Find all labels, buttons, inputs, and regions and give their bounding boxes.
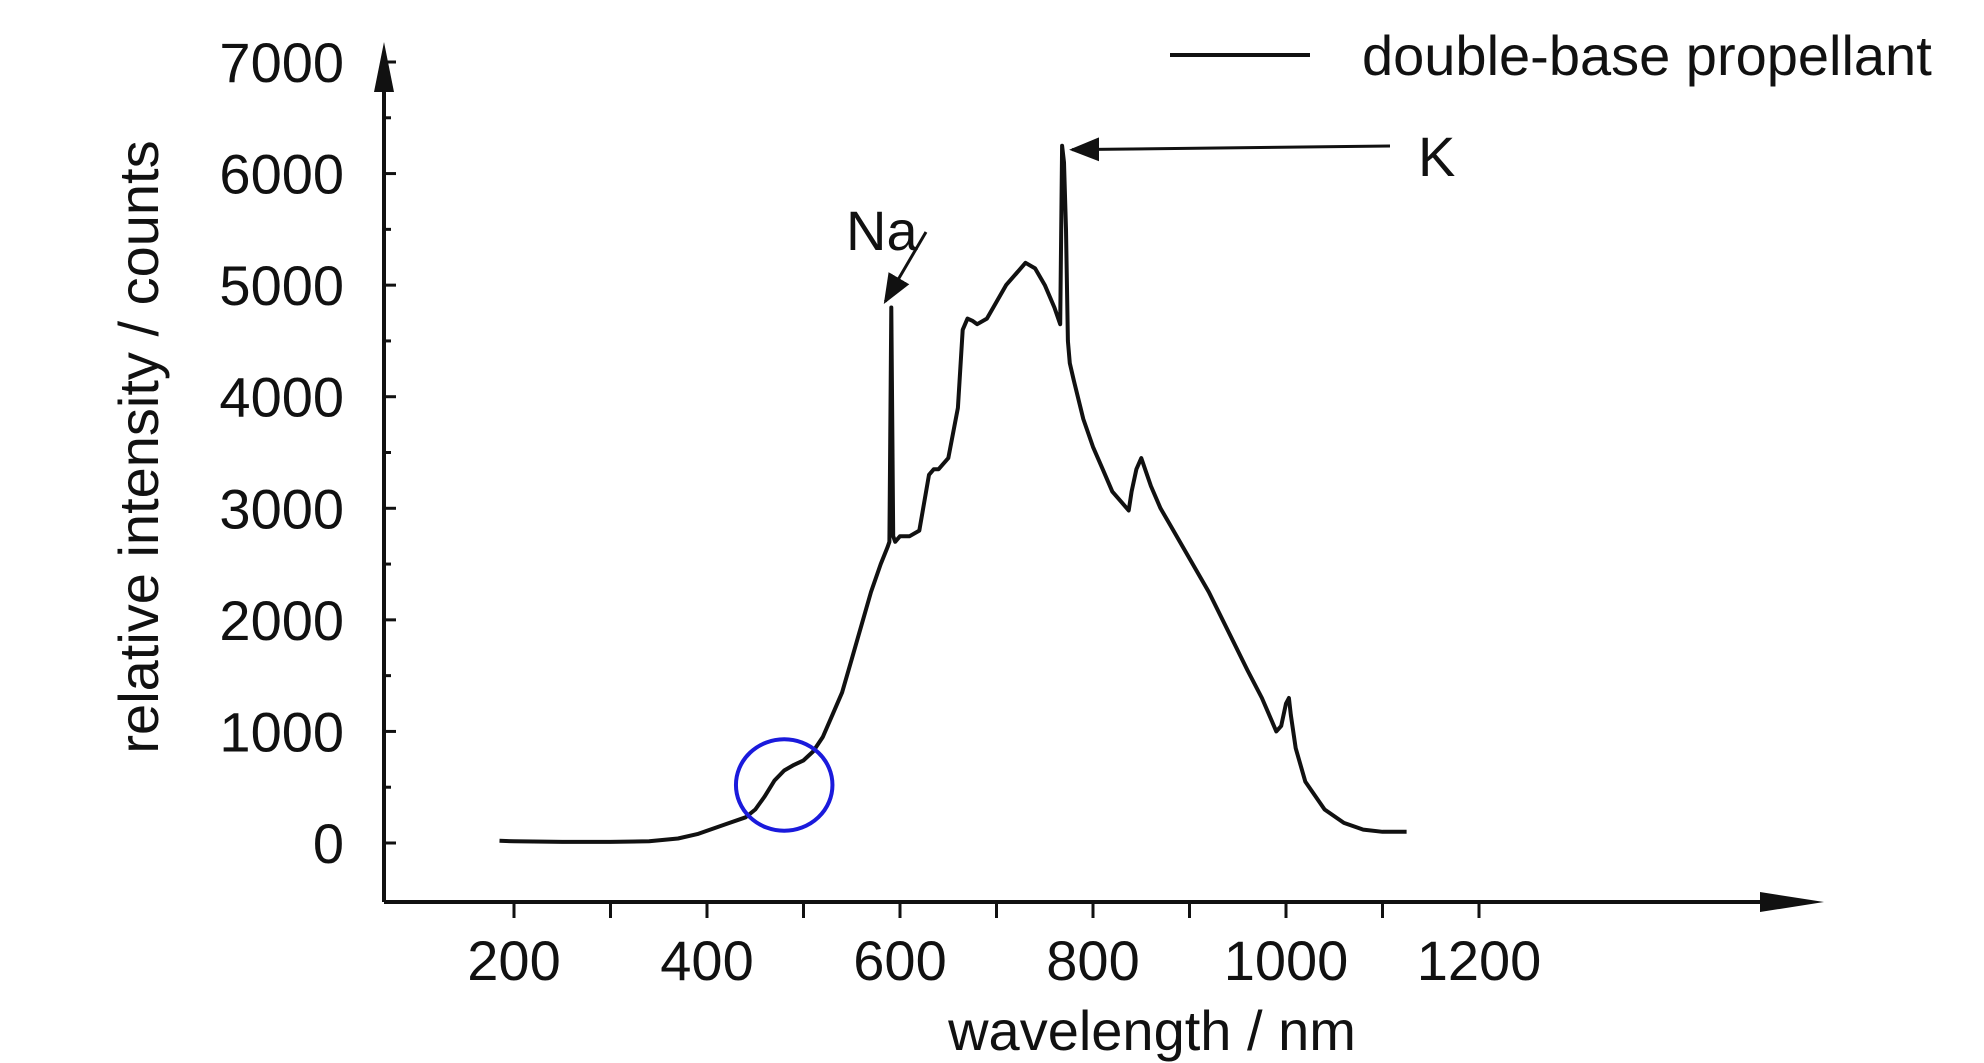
legend: double-base propellant	[1170, 24, 1932, 87]
x-tick-label: 800	[1046, 929, 1139, 992]
series-layer	[499, 143, 1407, 844]
y-axis: 0 1000 2000 3000 4000 5000 6000 7000	[219, 31, 396, 902]
x-tick-label: 1000	[1224, 929, 1349, 992]
y-tick-label: 0	[313, 812, 344, 875]
legend-label: double-base propellant	[1362, 24, 1932, 87]
y-tick-label: 2000	[219, 589, 344, 652]
x-axis: 200 400 600 800 1000 1200	[384, 892, 1824, 992]
y-tick-label: 4000	[219, 366, 344, 429]
na-arrow	[883, 231, 928, 305]
x-axis-title: wavelength / nm	[947, 999, 1356, 1062]
y-tick-label: 3000	[219, 477, 344, 540]
y-axis-arrow	[374, 42, 394, 92]
series-line	[499, 143, 1407, 844]
x-tick-label: 200	[467, 929, 560, 992]
k-arrow	[1069, 137, 1391, 162]
y-tick-label: 6000	[219, 143, 344, 206]
x-tick-label: 600	[853, 929, 946, 992]
k-label: K	[1418, 125, 1455, 188]
na-label: Na	[846, 199, 918, 262]
y-tick-label: 7000	[219, 31, 344, 94]
y-axis-title: relative intensity / counts	[107, 140, 170, 753]
y-tick-label: 1000	[219, 700, 344, 763]
highlight-ellipse	[733, 737, 835, 833]
x-tick-label: 400	[660, 929, 753, 992]
annotation-layer: Na K	[846, 125, 1455, 305]
y-tick-label: 5000	[219, 254, 344, 317]
x-tick-label: 1200	[1417, 929, 1542, 992]
x-axis-arrow	[1760, 892, 1824, 912]
